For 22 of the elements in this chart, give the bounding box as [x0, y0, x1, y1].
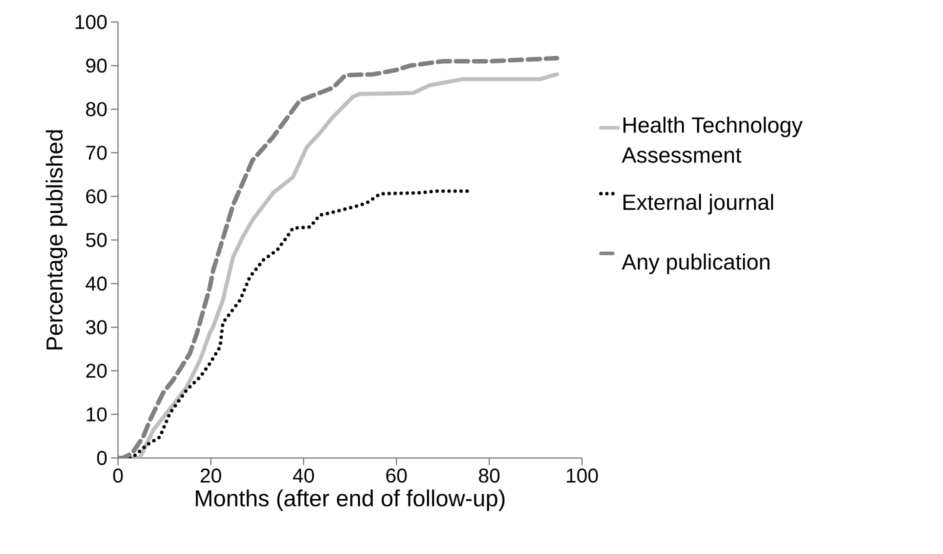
x-tick-label: 60 [386, 468, 407, 483]
legend-label: Any publication [622, 254, 770, 274]
x-tick-label: 40 [292, 468, 314, 483]
y-tick-label: 60 [86, 189, 107, 204]
x-tick-label: 100 [566, 468, 598, 483]
y-tick-label: 40 [86, 276, 107, 291]
legend-label: Health Technology Assessment [622, 116, 803, 163]
x-axis-title: Months (after end of follow-up) [196, 490, 504, 511]
x-tick-label: 20 [200, 468, 222, 483]
y-tick-label: 10 [86, 407, 107, 422]
y-axis-title: Percentage published [46, 130, 68, 350]
x-tick-label: 0 [113, 468, 123, 483]
x-tick-label: 80 [478, 468, 500, 483]
y-tick-label: 20 [86, 364, 107, 378]
y-tick-label: 90 [86, 58, 107, 73]
y-tick-label: 100 [76, 14, 107, 30]
y-tick-label: 80 [86, 102, 107, 116]
y-tick-label: 0 [97, 450, 107, 466]
y-tick-label: 30 [86, 320, 107, 334]
y-tick-label: 50 [86, 232, 107, 248]
legend-label: External journal [623, 194, 774, 214]
y-tick-label: 70 [86, 146, 107, 160]
